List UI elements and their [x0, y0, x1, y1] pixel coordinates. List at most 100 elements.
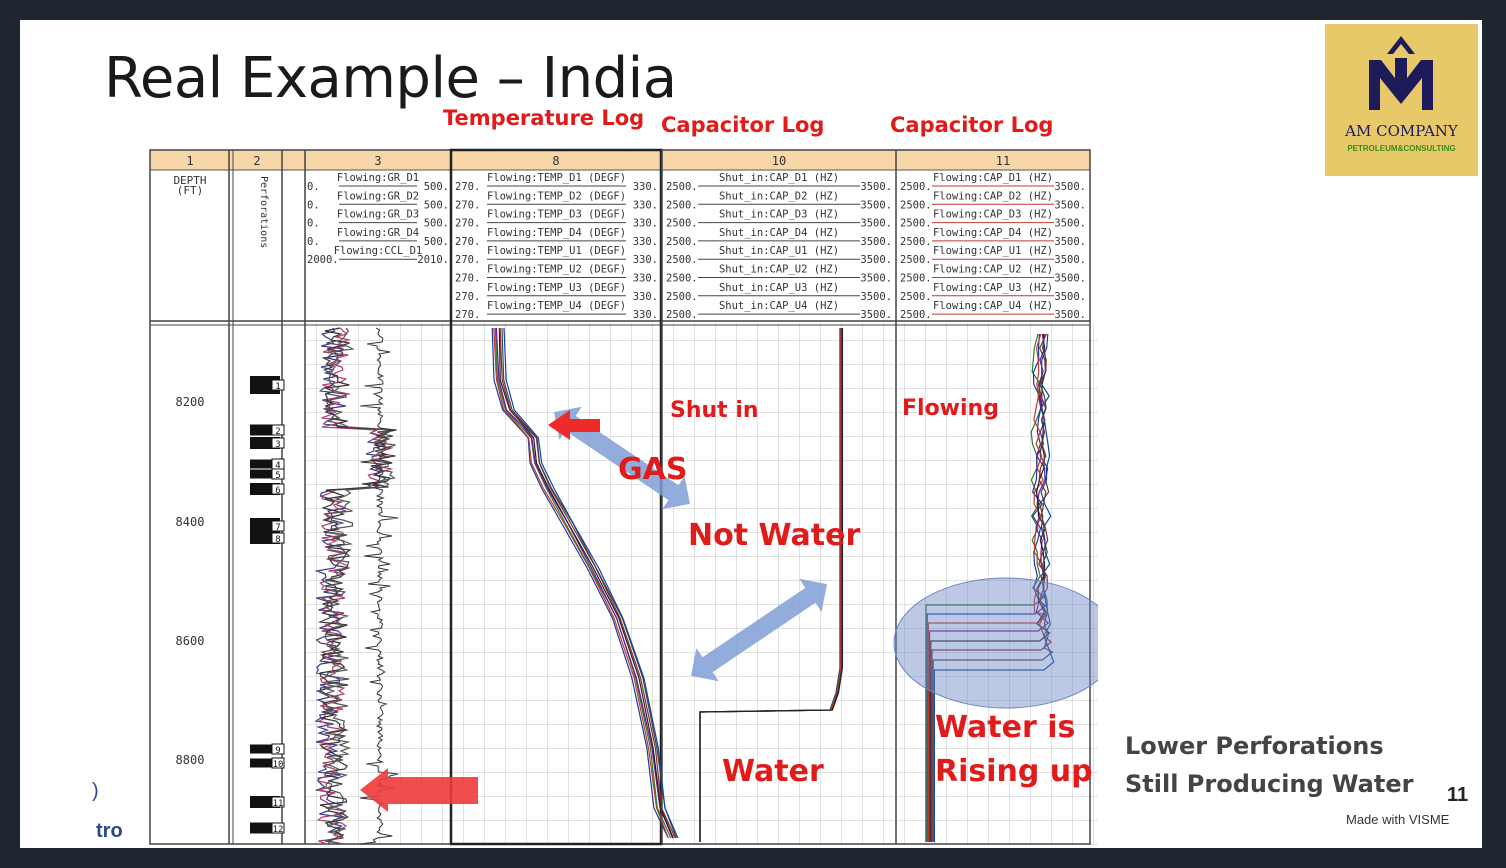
temp-scale-max: 330.: [633, 273, 658, 285]
temperature-curve: [493, 327, 669, 839]
left-edge-mark: ): [92, 780, 99, 802]
flowing-curve-name: Flowing:CAP_U4 (HZ): [933, 300, 1053, 312]
flowing-curve: [932, 333, 1054, 842]
gr-curve-name: Flowing:GR_D4: [337, 227, 419, 239]
track-number: 2: [253, 154, 260, 168]
gr-curve-name: Flowing:CCL_D1: [334, 245, 423, 257]
slide-title: Real Example – India: [104, 46, 677, 111]
water-rising-label-line2: Rising up: [935, 754, 1093, 789]
logo-name: AM COMPANY: [1345, 122, 1458, 140]
perforation-block: [250, 469, 280, 479]
gr-curve-name: Flowing:GR_D3: [337, 209, 419, 221]
shut-in-scale-max: 3500.: [860, 236, 892, 248]
flowing-curve-name: Flowing:CAP_U2 (HZ): [933, 264, 1053, 276]
note-line-2: Still Producing Water: [1125, 770, 1414, 798]
shut-in-scale-min: 2500.: [666, 236, 698, 248]
temperature-curve: [499, 327, 676, 839]
flowing-label: Flowing: [902, 396, 999, 421]
track-number: 1: [186, 154, 193, 168]
temp-scale-max: 330.: [633, 236, 658, 248]
shut-in-capacitance-curves: [699, 328, 844, 842]
capacitor-log-header-flowing: Capacitor Log: [890, 113, 1054, 137]
shut-in-curve-name: Shut_in:CAP_U2 (HZ): [719, 264, 839, 276]
gr-scale-min: 0.: [307, 218, 320, 230]
flowing-scale-min: 2500.: [900, 254, 932, 266]
perforation-number: 10: [273, 760, 284, 770]
water-label: Water: [722, 754, 824, 789]
temp-scale-min: 270.: [455, 199, 480, 211]
temp-scale-max: 330.: [633, 291, 658, 303]
gas-label: GAS: [618, 452, 688, 487]
perforation-number-box: [271, 743, 285, 755]
temp-curve-name: Flowing:TEMP_U3 (DEGF): [487, 282, 626, 294]
flowing-scale-max: 3500.: [1054, 273, 1086, 285]
gr-curve: [320, 327, 397, 845]
perforation-number: 1: [275, 382, 280, 392]
temp-scale-min: 270.: [455, 309, 480, 321]
shut-in-curve-name: Shut_in:CAP_D4 (HZ): [719, 227, 839, 239]
slide: Real Example – India Temperature Log Cap…: [20, 20, 1482, 848]
perforation-number: 4: [275, 461, 280, 471]
perforation-number: 9: [275, 746, 280, 756]
perforation-number-box: [271, 379, 285, 391]
flowing-curve: [931, 333, 1052, 842]
flowing-curve: [927, 333, 1049, 842]
perforation-number-box: [271, 822, 285, 834]
perforation-number-box: [271, 468, 285, 480]
perforation-number-box: [271, 757, 285, 769]
flowing-header-lines: Flowing:CAP_D1 (HZ)2500. 3500.Flowing:CAP…: [900, 172, 1086, 321]
temp-header-lines: Flowing:TEMP_D1 (DEGF) 270. 330. Flowing:TE…: [455, 172, 658, 321]
flowing-scale-min: 2500.: [900, 199, 932, 211]
track-number: 10: [772, 154, 786, 168]
perforation-number-box: [271, 520, 285, 532]
gr-scale-min: 0.: [307, 181, 320, 193]
temperature-curve: [494, 327, 672, 839]
temp-scale-min: 270.: [455, 254, 480, 266]
shut-in-curve-name: Shut_in:CAP_D3 (HZ): [719, 209, 839, 221]
perforation-block: [250, 744, 280, 754]
flowing-curve-name: Flowing:CAP_D1 (HZ): [933, 172, 1053, 184]
shut-in-curve-name: Shut_in:CAP_D1 (HZ): [719, 172, 839, 184]
temperature-curves: [491, 327, 679, 839]
temp-scale-max: 330.: [633, 199, 658, 211]
perforation-number-box: [271, 796, 285, 808]
flowing-curve-name: Flowing:CAP_D2 (HZ): [933, 190, 1053, 202]
flowing-scale-max: 3500.: [1054, 199, 1086, 211]
made-with-visme: Made with VISME: [1346, 812, 1450, 827]
gas-entry-arrow: [548, 410, 600, 440]
temp-curve-name: Flowing:TEMP_D4 (DEGF): [487, 227, 626, 239]
temperature-curve: [491, 327, 669, 839]
note-line-1: Lower Perforations: [1125, 732, 1384, 760]
gr-header-lines: Flowing:GR_D10. 500.Flowing:GR_D20. 500.Fl…: [307, 172, 449, 266]
gr-scale-max: 500.: [424, 199, 449, 211]
shut-in-scale-min: 2500.: [666, 273, 698, 285]
perforation-number: 8: [275, 535, 280, 545]
gr-curve: [317, 327, 396, 845]
flowing-curve-name: Flowing:CAP_U3 (HZ): [933, 282, 1053, 294]
temp-scale-max: 330.: [633, 181, 658, 193]
shut-in-scale-max: 3500.: [860, 199, 892, 211]
flowing-curve-name: Flowing:CAP_D4 (HZ): [933, 227, 1053, 239]
flowing-curve: [926, 333, 1047, 842]
perforation-number: 12: [273, 825, 284, 835]
temp-scale-max: 330.: [633, 218, 658, 230]
well-log-panel: 1 2 3 8 10 11 DEPTH (FT) Perforations Fl…: [149, 148, 1098, 846]
temp-curve-name: Flowing:TEMP_U2 (DEGF): [487, 264, 626, 276]
depth-tick: 8200: [176, 395, 205, 409]
temperature-curve: [495, 327, 674, 839]
perforation-number: 11: [273, 799, 284, 809]
temp-scale-min: 270.: [455, 273, 480, 285]
perforation-number: 6: [275, 486, 280, 496]
temperature-log-header: Temperature Log: [443, 106, 645, 130]
flowing-scale-max: 3500.: [1054, 291, 1086, 303]
flowing-curve: [930, 333, 1051, 842]
ccl-curve: [359, 327, 399, 845]
shut-in-scale-max: 3500.: [860, 218, 892, 230]
track-number: 8: [552, 154, 559, 168]
depth-header: DEPTH: [173, 174, 206, 187]
flowing-curve-name: Flowing:CAP_D3 (HZ): [933, 209, 1053, 221]
flowing-curve-name: Flowing:CAP_U1 (HZ): [933, 245, 1053, 257]
gr-scale-max: 500.: [424, 236, 449, 248]
page-number: 11: [1447, 784, 1469, 806]
